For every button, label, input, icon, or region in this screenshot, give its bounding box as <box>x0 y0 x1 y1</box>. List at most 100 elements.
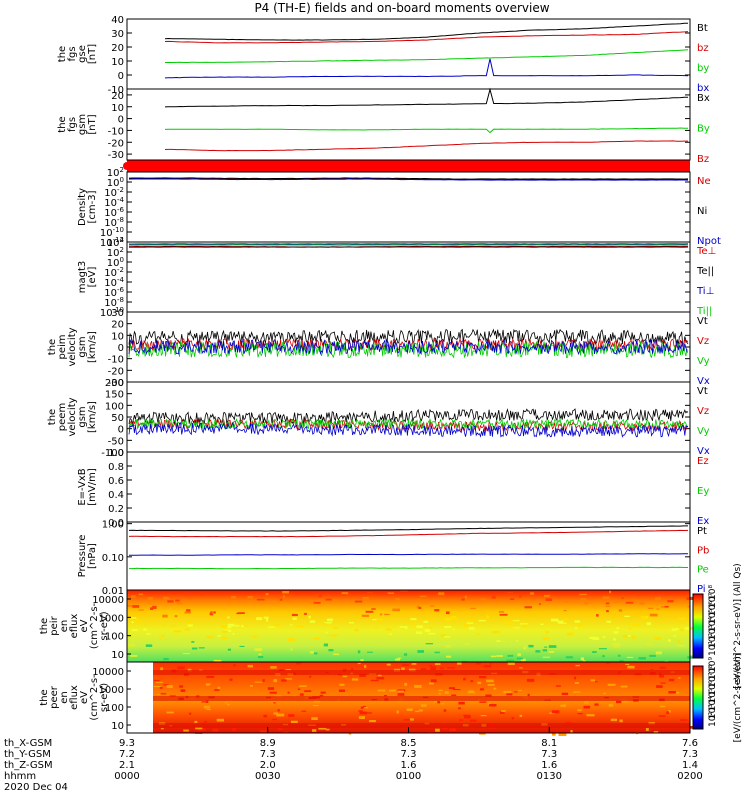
heatmap-cell <box>440 668 444 669</box>
heatmap-cell <box>449 687 455 689</box>
series-Bx <box>165 90 688 107</box>
heatmap-cell <box>606 663 610 664</box>
heatmap-cell <box>230 679 233 681</box>
heatmap-cell <box>298 689 300 691</box>
heatmap-cell <box>281 679 287 681</box>
heatmap-cell <box>512 717 514 719</box>
heatmap-cell <box>398 658 402 659</box>
heatmap-cell <box>392 609 400 612</box>
heatmap-cell <box>592 651 597 653</box>
heatmap-cell <box>326 632 328 634</box>
heatmap-cell <box>603 636 606 638</box>
heatmap-cell <box>164 598 170 600</box>
heatmap-cell <box>496 655 503 657</box>
heatmap-cell <box>364 665 366 668</box>
heatmap-cell <box>189 713 191 715</box>
heatmap-cell <box>573 691 580 692</box>
heatmap-cell <box>583 660 586 661</box>
heatmap-cell <box>680 629 683 631</box>
heatmap-cell <box>556 685 561 686</box>
legend-by: by <box>697 63 709 74</box>
heatmap-cell <box>318 728 326 730</box>
legend-Ti⊥: Ti⊥ <box>696 286 714 297</box>
heatmap-cell <box>624 616 630 618</box>
heatmap-cell <box>309 676 311 678</box>
heatmap-cell <box>574 677 576 680</box>
heatmap-cell <box>222 637 227 639</box>
heatmap-cell <box>188 624 193 626</box>
heatmap-cell <box>452 629 455 630</box>
heatmap-cell <box>421 668 426 670</box>
heatmap-cell <box>435 652 440 654</box>
heatmap-cell <box>167 600 173 602</box>
heatmap-cell <box>677 640 680 643</box>
y-axis-label: [cm-3] <box>87 190 98 223</box>
heatmap-cell <box>335 635 338 637</box>
heatmap-cell <box>255 648 263 651</box>
heatmap-cell <box>628 635 631 637</box>
heatmap-cell <box>558 621 564 624</box>
heatmap-cell <box>638 657 646 660</box>
heatmap-cell <box>377 619 384 621</box>
heatmap-cell <box>156 682 163 683</box>
heatmap-cell <box>204 721 207 723</box>
heatmap-cell <box>206 676 214 678</box>
heatmap-cell <box>420 596 427 597</box>
x-tick-label: 7.3 <box>260 749 276 760</box>
heatmap-cell <box>508 662 515 665</box>
heatmap-cell <box>463 715 470 716</box>
heatmap-cell <box>502 622 506 624</box>
heatmap-cell <box>416 632 422 635</box>
heatmap-cell <box>161 693 167 694</box>
heatmap-cell <box>632 624 639 626</box>
heatmap-cell <box>581 598 586 601</box>
y-tick-label: 50 <box>111 413 124 424</box>
y-tick-label: 100 <box>105 401 124 412</box>
heatmap-cell <box>438 592 444 595</box>
heatmap-cell <box>276 714 284 717</box>
y-tick-label: 0.6 <box>108 476 124 487</box>
heatmap-cell <box>214 660 222 662</box>
y-axis-label: sr-eV) <box>99 611 110 640</box>
legend-Bt: Bt <box>697 23 708 34</box>
heatmap-cell <box>183 730 189 732</box>
y-axis-label: [km/s] <box>87 331 98 363</box>
heatmap-cell <box>232 633 234 635</box>
heatmap-cell <box>146 644 152 647</box>
heatmap-cell <box>625 664 629 665</box>
heatmap-cell <box>520 623 528 624</box>
heatmap-cell <box>500 614 508 616</box>
x-tick-label: 1.4 <box>682 760 698 771</box>
heatmap-cell <box>453 689 460 690</box>
heatmap-cell <box>517 653 521 656</box>
heatmap-cell <box>599 648 607 649</box>
heatmap-cell <box>132 621 134 623</box>
heatmap-cell <box>185 629 190 631</box>
heatmap-cell <box>520 715 523 717</box>
heatmap-cell <box>360 659 363 661</box>
heatmap-cell <box>649 655 656 657</box>
heatmap-cell <box>481 715 487 716</box>
series-Pe <box>129 567 688 569</box>
y-tick-label: 20 <box>111 43 124 54</box>
panel-frame <box>127 89 690 160</box>
heatmap-cell <box>650 614 658 617</box>
heatmap-cell <box>283 595 285 598</box>
y-tick-label: 0.2 <box>108 504 124 515</box>
heatmap-cell <box>666 711 669 714</box>
heatmap-cell <box>252 636 258 638</box>
legend-Pb: Pb <box>697 545 709 556</box>
spin-phase-bar <box>127 160 690 172</box>
heatmap-cell <box>387 664 391 666</box>
legend-Ni: Ni <box>697 206 707 217</box>
heatmap-cell <box>310 620 315 623</box>
series-Pt <box>129 526 688 531</box>
heatmap-cell <box>417 599 419 601</box>
heatmap-cell <box>544 595 550 597</box>
x-axis-layer: 9.37.22.100008.97.32.000308.57.31.601008… <box>4 727 703 793</box>
colorbar <box>693 666 703 729</box>
heatmap-cell <box>611 719 617 722</box>
heatmap-cell <box>528 645 533 648</box>
heatmap-cell <box>299 685 307 687</box>
